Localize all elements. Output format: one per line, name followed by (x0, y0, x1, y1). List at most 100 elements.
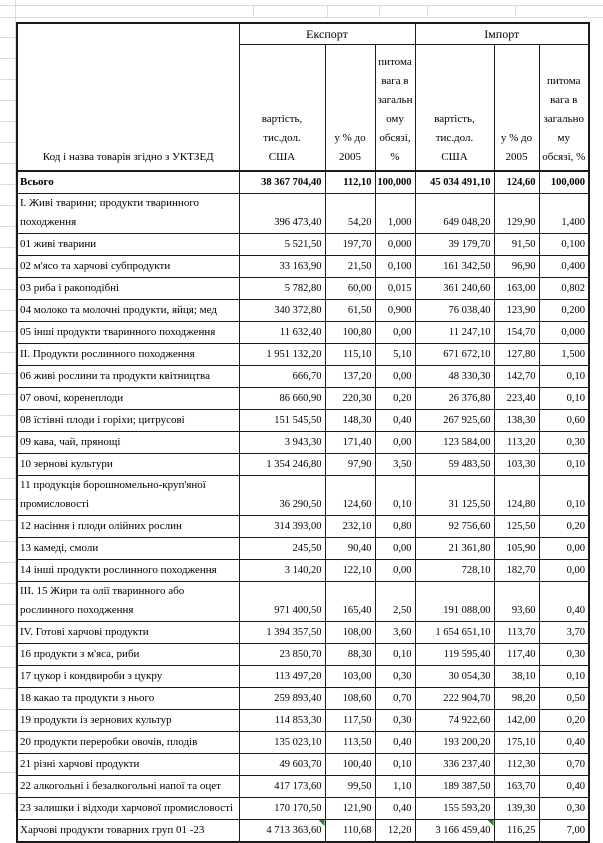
cell-export-pct[interactable]: 21,50 (324, 255, 376, 278)
cell-export-share[interactable]: 0,30 (374, 709, 416, 732)
cell-row-name[interactable]: 17 цукор і кондвироби з цукру (16, 665, 240, 688)
cell-import-pct[interactable]: 175,10 (493, 731, 540, 754)
header-import-cost[interactable]: вартість, тис.дол. США (414, 44, 495, 172)
cell-export-share[interactable]: 0,00 (374, 365, 416, 388)
cell-export-share[interactable]: 5,10 (374, 343, 416, 366)
cell-row-name[interactable]: 14 інші продукти рослинного походження (16, 559, 240, 582)
header-export-pct[interactable]: у % до 2005 (324, 44, 376, 172)
cell-row-name[interactable]: 08 їстівні плоди і горіхи; цитрусові (16, 409, 240, 432)
cell-export-cost[interactable]: 245,50 (238, 537, 326, 560)
cell-import-cost[interactable]: 222 904,70 (414, 687, 495, 710)
cell-export-cost[interactable]: 86 660,90 (238, 387, 326, 410)
cell-import-share[interactable]: 0,400 (538, 255, 590, 278)
cell-import-cost[interactable]: 191 088,00 (414, 581, 495, 622)
cell-export-cost[interactable]: 1 354 246,80 (238, 453, 326, 476)
cell-import-pct[interactable]: 93,60 (493, 581, 540, 622)
cell-row-name[interactable]: III. 15 Жири та олії тваринного або росл… (16, 581, 240, 622)
cell-import-share[interactable]: 1,500 (538, 343, 590, 366)
cell-import-pct[interactable]: 182,70 (493, 559, 540, 582)
cell-import-pct[interactable]: 103,30 (493, 453, 540, 476)
cell-export-share[interactable]: 0,100 (374, 255, 416, 278)
cell-export-pct[interactable]: 100,40 (324, 753, 376, 776)
cell-import-share[interactable]: 3,70 (538, 621, 590, 644)
cell-export-cost[interactable]: 5 521,50 (238, 233, 326, 256)
cell-import-share[interactable]: 1,400 (538, 193, 590, 234)
cell-export-pct[interactable]: 137,20 (324, 365, 376, 388)
cell-import-cost[interactable]: 361 240,60 (414, 277, 495, 300)
cell-export-share[interactable]: 0,20 (374, 387, 416, 410)
cell-import-cost[interactable]: 193 200,20 (414, 731, 495, 754)
cell-export-share[interactable]: 2,50 (374, 581, 416, 622)
header-group-export[interactable]: Експорт (238, 22, 416, 45)
cell-export-pct[interactable]: 117,50 (324, 709, 376, 732)
cell-export-share[interactable]: 3,60 (374, 621, 416, 644)
cell-import-share[interactable]: 0,10 (538, 665, 590, 688)
cell-import-cost[interactable]: 336 237,40 (414, 753, 495, 776)
cell-export-pct[interactable]: 148,30 (324, 409, 376, 432)
cell-import-share[interactable]: 0,10 (538, 365, 590, 388)
cell-export-cost[interactable]: 3 943,30 (238, 431, 326, 454)
cell-export-cost[interactable]: 49 603,70 (238, 753, 326, 776)
cell-import-share[interactable]: 0,50 (538, 687, 590, 710)
cell-export-share[interactable]: 0,00 (374, 559, 416, 582)
cell-import-pct[interactable]: 125,50 (493, 515, 540, 538)
cell-row-name[interactable]: 16 продукти з м'яса, риби (16, 643, 240, 666)
cell-export-pct[interactable]: 110,68 (324, 819, 376, 843)
cell-import-cost[interactable]: 59 483,50 (414, 453, 495, 476)
cell-import-share[interactable]: 0,40 (538, 581, 590, 622)
cell-export-cost[interactable]: 3 140,20 (238, 559, 326, 582)
cell-export-cost[interactable]: 971 400,50 (238, 581, 326, 622)
cell-row-name[interactable]: 22 алкогольні і безалкогольні напої та о… (16, 775, 240, 798)
header-code-name[interactable]: Код і назва товарів згідно з УКТЗЕД (16, 22, 240, 172)
cell-export-share[interactable]: 0,00 (374, 321, 416, 344)
cell-row-name[interactable]: 09 кава, чай, прянощі (16, 431, 240, 454)
cell-import-share[interactable]: 0,100 (538, 233, 590, 256)
cell-export-share[interactable]: 100,000 (374, 170, 416, 194)
cell-row-name[interactable]: 19 продукти із зернових культур (16, 709, 240, 732)
cell-import-cost[interactable]: 728,10 (414, 559, 495, 582)
cell-export-share[interactable]: 0,40 (374, 731, 416, 754)
cell-import-share[interactable]: 0,10 (538, 475, 590, 516)
cell-import-cost[interactable]: 74 922,60 (414, 709, 495, 732)
cell-export-pct[interactable]: 115,10 (324, 343, 376, 366)
cell-import-share[interactable]: 0,00 (538, 537, 590, 560)
cell-import-cost[interactable]: 26 376,80 (414, 387, 495, 410)
cell-row-name[interactable]: Харчові продукти товарних груп 01 -23 (16, 819, 240, 843)
cell-import-cost[interactable]: 123 584,00 (414, 431, 495, 454)
cell-export-pct[interactable]: 108,00 (324, 621, 376, 644)
cell-import-pct[interactable]: 142,00 (493, 709, 540, 732)
cell-import-cost[interactable]: 30 054,30 (414, 665, 495, 688)
cell-export-cost[interactable]: 1 394 357,50 (238, 621, 326, 644)
cell-import-cost[interactable]: 161 342,50 (414, 255, 495, 278)
cell-import-cost[interactable]: 189 387,50 (414, 775, 495, 798)
cell-export-cost[interactable]: 38 367 704,40 (238, 170, 326, 194)
cell-import-share[interactable]: 0,40 (538, 731, 590, 754)
cell-import-share[interactable]: 0,30 (538, 797, 590, 820)
cell-export-cost[interactable]: 114 853,30 (238, 709, 326, 732)
cell-import-pct[interactable]: 223,40 (493, 387, 540, 410)
cell-import-cost[interactable]: 31 125,50 (414, 475, 495, 516)
cell-row-name[interactable]: 07 овочі, коренеплоди (16, 387, 240, 410)
cell-export-pct[interactable]: 171,40 (324, 431, 376, 454)
cell-import-share[interactable]: 0,20 (538, 515, 590, 538)
cell-export-share[interactable]: 0,40 (374, 797, 416, 820)
cell-import-share[interactable]: 0,60 (538, 409, 590, 432)
cell-export-share[interactable]: 0,30 (374, 665, 416, 688)
cell-export-pct[interactable]: 88,30 (324, 643, 376, 666)
cell-import-pct[interactable]: 91,50 (493, 233, 540, 256)
cell-export-pct[interactable]: 99,50 (324, 775, 376, 798)
header-group-import[interactable]: Імпорт (414, 22, 590, 45)
cell-export-pct[interactable]: 97,90 (324, 453, 376, 476)
cell-row-name[interactable]: 01 живі тварини (16, 233, 240, 256)
cell-import-pct[interactable]: 127,80 (493, 343, 540, 366)
cell-row-name[interactable]: 03 риба і ракоподібні (16, 277, 240, 300)
cell-import-share[interactable]: 0,40 (538, 775, 590, 798)
cell-import-pct[interactable]: 113,20 (493, 431, 540, 454)
cell-export-pct[interactable]: 61,50 (324, 299, 376, 322)
cell-export-cost[interactable]: 666,70 (238, 365, 326, 388)
cell-import-share[interactable]: 0,000 (538, 321, 590, 344)
cell-import-cost[interactable]: 45 034 491,10 (414, 170, 495, 194)
cell-export-cost[interactable]: 170 170,50 (238, 797, 326, 820)
cell-import-pct[interactable]: 129,90 (493, 193, 540, 234)
cell-export-pct[interactable]: 165,40 (324, 581, 376, 622)
